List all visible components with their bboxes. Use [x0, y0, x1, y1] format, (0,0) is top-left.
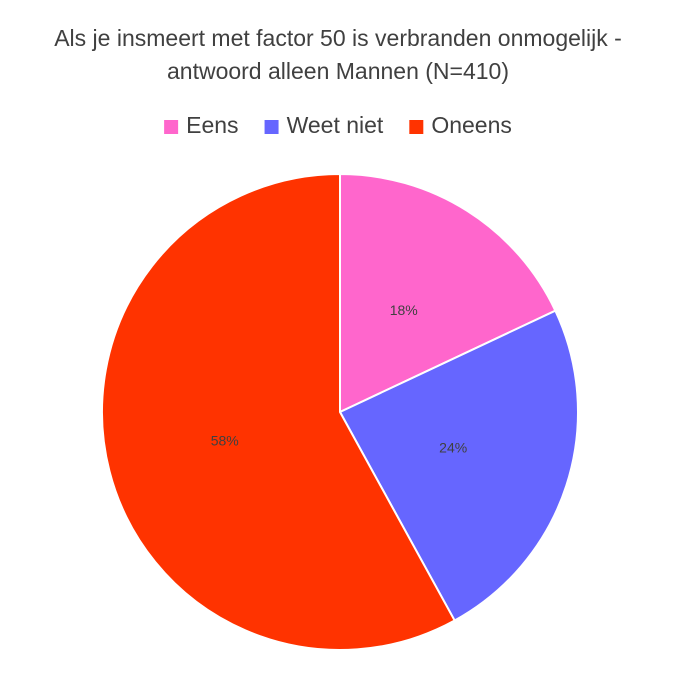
chart-title: antwoord alleen Mannen (N=410) — [167, 58, 509, 84]
legend-swatch — [409, 120, 424, 134]
value-label: 18% — [390, 302, 418, 318]
legend-label: Eens — [186, 112, 238, 138]
legend-label: Oneens — [431, 112, 512, 138]
pie-slice — [101, 172, 457, 651]
chart-title: Als je insmeert met factor 50 is verbran… — [54, 25, 622, 51]
value-label: 58% — [211, 432, 239, 448]
pie-slice — [338, 309, 579, 622]
legend: Eens Weet niet Oneens — [164, 112, 512, 138]
legend-swatch — [264, 120, 279, 134]
legend-swatch — [164, 120, 179, 134]
legend-label: Weet niet — [287, 112, 384, 138]
value-label: 24% — [439, 439, 467, 455]
pie-slice — [339, 172, 557, 414]
